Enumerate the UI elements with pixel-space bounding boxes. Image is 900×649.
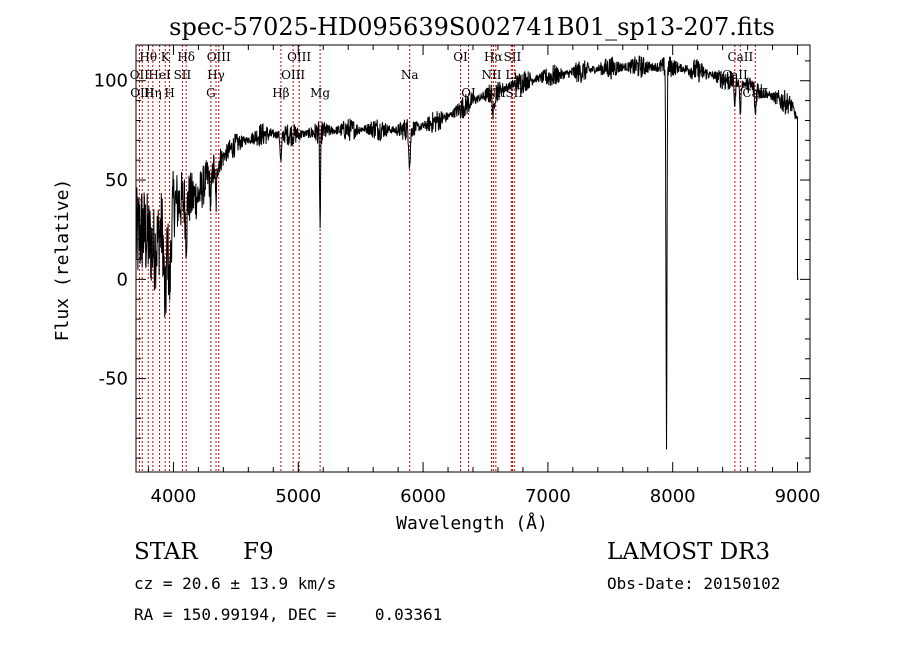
line-marker-label: SII <box>174 68 192 82</box>
line-marker-label: Hδ <box>177 50 195 64</box>
survey-name: LAMOST DR3 <box>607 539 771 565</box>
line-marker-label: OIII <box>287 50 311 64</box>
line-marker-label: Hγ <box>207 68 225 82</box>
line-marker-label: SII <box>504 50 522 64</box>
line-marker-label: OIII <box>281 68 305 82</box>
line-marker-label: H <box>164 86 174 100</box>
x-tick-label: 6000 <box>400 486 446 507</box>
x-tick-label: 7000 <box>525 486 571 507</box>
object-class: STAR <box>134 539 198 565</box>
line-marker-label: Mg <box>310 86 330 100</box>
redshift-text: cz = 20.6 ± 13.9 km/s <box>134 574 337 593</box>
y-tick-label: 0 <box>117 269 128 290</box>
x-tick-label: 5000 <box>275 486 321 507</box>
line-marker-label: Hη <box>144 86 162 100</box>
y-tick-label: 100 <box>94 71 128 92</box>
line-marker-label: OI <box>453 50 468 64</box>
line-marker-label: Li <box>505 68 517 82</box>
axis-tick-labels: 4000 5000 6000 7000 8000 9000 -50 0 50 100 <box>94 71 821 507</box>
x-tick-label: 8000 <box>650 486 696 507</box>
y-tick-label: -50 <box>99 369 128 390</box>
x-tick-label: 4000 <box>151 486 197 507</box>
spectrum-line <box>135 55 799 450</box>
object-subclass: F9 <box>243 539 274 565</box>
line-marker-label: Hα <box>484 50 503 64</box>
line-marker-label: Na <box>401 68 419 82</box>
x-axis-title: Wavelength (Å) <box>396 512 548 534</box>
line-marker-label: Hθ <box>139 50 157 64</box>
chart-title: spec-57025-HD095639S002741B01_sp13-207.f… <box>169 13 775 41</box>
line-marker-label: Hβ <box>272 86 289 100</box>
line-marker-label: K <box>161 50 171 64</box>
y-tick-label: 50 <box>105 170 128 191</box>
line-marker-label: OIII <box>207 50 231 64</box>
line-marker-label: OII <box>130 68 150 82</box>
line-marker-label-layer: OIIOIIIHθHηHeIKHSIIHδGHγOIIIHβOIIIOIIIMg… <box>130 50 769 100</box>
line-marker-label: G <box>206 86 216 100</box>
axis-ticks <box>136 45 810 472</box>
observation-date: Obs-Date: 20150102 <box>607 574 781 593</box>
line-marker-layer <box>138 45 756 472</box>
y-axis-title: Flux (relative) <box>52 179 73 342</box>
line-marker-label: NII <box>481 68 501 82</box>
plot-frame <box>135 44 811 473</box>
line-marker-label: HeI <box>148 68 171 82</box>
x-tick-label: 9000 <box>775 486 821 507</box>
line-marker-label: SII <box>505 86 523 100</box>
line-marker-label: CaII <box>727 50 753 64</box>
coordinates: RA = 150.99194, DEC = 0.03361 <box>134 605 443 624</box>
